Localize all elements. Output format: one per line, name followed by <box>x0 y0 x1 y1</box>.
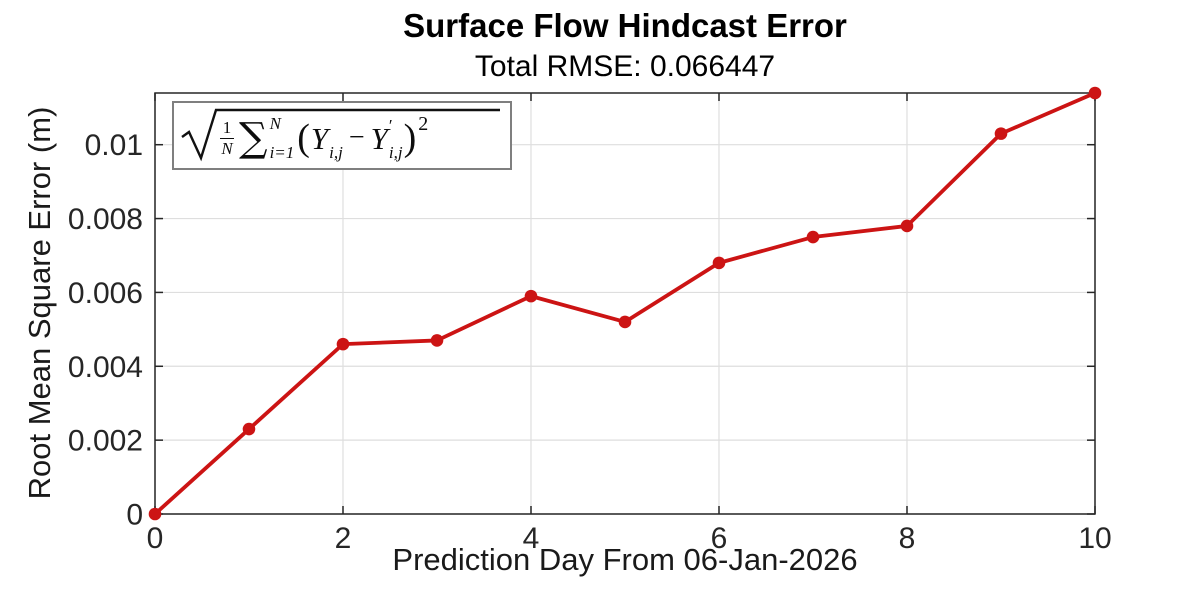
x-tick-label: 8 <box>899 522 916 555</box>
data-point-marker <box>806 230 820 244</box>
summation-lower-limit: i=1 <box>269 143 295 162</box>
data-point-marker <box>712 256 726 270</box>
y-tick-label: 0 <box>126 499 143 532</box>
y-tick-label: 0.002 <box>68 425 143 458</box>
fraction-bar <box>220 137 234 139</box>
term-y-sup <box>329 117 343 132</box>
axes-box <box>154 92 1096 515</box>
data-point-marker <box>994 127 1008 140</box>
x-tick-label: 10 <box>1078 522 1111 555</box>
data-point-marker <box>1088 86 1102 100</box>
fraction-numerator: 1 <box>222 117 232 137</box>
term-y-prime-sub: i,j <box>388 143 403 162</box>
term-y-prime-scripts: ′ i,j <box>388 116 403 162</box>
data-point-marker <box>900 219 914 233</box>
exponent: 2 <box>418 112 429 135</box>
data-point-marker <box>524 289 538 303</box>
term-y-sub: i,j <box>329 143 343 162</box>
open-paren: ( <box>297 117 310 159</box>
x-tick-label: 0 <box>147 522 164 555</box>
term-y-base: Y <box>310 120 329 156</box>
term-y-scripts: i,j <box>329 117 343 162</box>
summation-upper-limit: N <box>269 114 281 133</box>
term-y: Y i,j <box>310 117 343 162</box>
y-tick-label: 0.01 <box>85 129 143 162</box>
y-tick-label: 0.006 <box>68 277 143 310</box>
sigma-icon: ∑ <box>239 115 268 161</box>
data-point-marker <box>336 337 350 351</box>
close-paren: ) <box>403 117 417 159</box>
x-tick-label: 4 <box>523 522 540 555</box>
minus-sign: − <box>348 122 365 153</box>
data-point-marker <box>430 334 444 347</box>
term-y-prime-base: Y <box>370 120 388 156</box>
prime-mark: ′ <box>388 116 393 135</box>
data-point-marker <box>618 315 632 329</box>
term-y-prime: Y ′ i,j <box>370 116 403 162</box>
fraction-denominator: N <box>221 138 233 158</box>
radical-sign-icon <box>181 108 500 162</box>
chart-title: Surface Flow Hindcast Error <box>403 7 847 44</box>
chart-subtitle: Total RMSE: 0.066447 <box>474 50 776 83</box>
x-tick-label: 2 <box>335 522 352 555</box>
data-point-marker <box>242 422 256 436</box>
x-tick-label: 6 <box>711 522 728 555</box>
data-point-marker <box>148 507 162 521</box>
y-tick-label: 0.004 <box>68 351 143 384</box>
y-axis-label: Root Mean Square Error (m) <box>22 106 57 500</box>
x-axis-label: Prediction Day From 06-Jan-2026 <box>392 542 858 577</box>
y-tick-label: 0.008 <box>68 203 143 236</box>
